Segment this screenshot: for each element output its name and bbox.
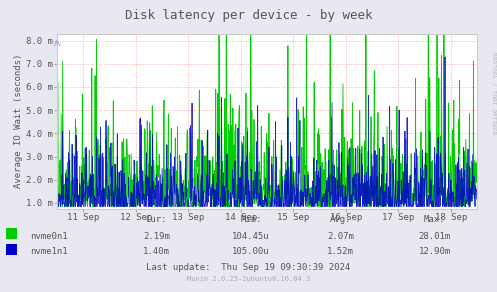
Text: RRDTOOL / TOBI OETIKER: RRDTOOL / TOBI OETIKER [491, 52, 496, 135]
Text: Cur:: Cur: [146, 215, 167, 224]
Text: 105.00u: 105.00u [232, 247, 270, 256]
Text: Avg:: Avg: [330, 215, 351, 224]
Text: 2.07m: 2.07m [327, 232, 354, 241]
Text: 104.45u: 104.45u [232, 232, 270, 241]
Text: 1.52m: 1.52m [327, 247, 354, 256]
Text: Min:: Min: [240, 215, 262, 224]
Y-axis label: Average IO Wait (seconds): Average IO Wait (seconds) [14, 54, 23, 188]
Text: Max:: Max: [424, 215, 446, 224]
Text: 1.40m: 1.40m [143, 247, 170, 256]
Text: 28.01m: 28.01m [419, 232, 451, 241]
Text: Last update:  Thu Sep 19 09:30:39 2024: Last update: Thu Sep 19 09:30:39 2024 [147, 263, 350, 272]
Text: Munin 2.0.25-2ubuntu0.16.04.3: Munin 2.0.25-2ubuntu0.16.04.3 [187, 276, 310, 282]
Text: nvme0n1: nvme0n1 [30, 232, 68, 241]
Text: 2.19m: 2.19m [143, 232, 170, 241]
Text: nvme1n1: nvme1n1 [30, 247, 68, 256]
Text: Disk latency per device - by week: Disk latency per device - by week [125, 9, 372, 22]
Text: 12.90m: 12.90m [419, 247, 451, 256]
